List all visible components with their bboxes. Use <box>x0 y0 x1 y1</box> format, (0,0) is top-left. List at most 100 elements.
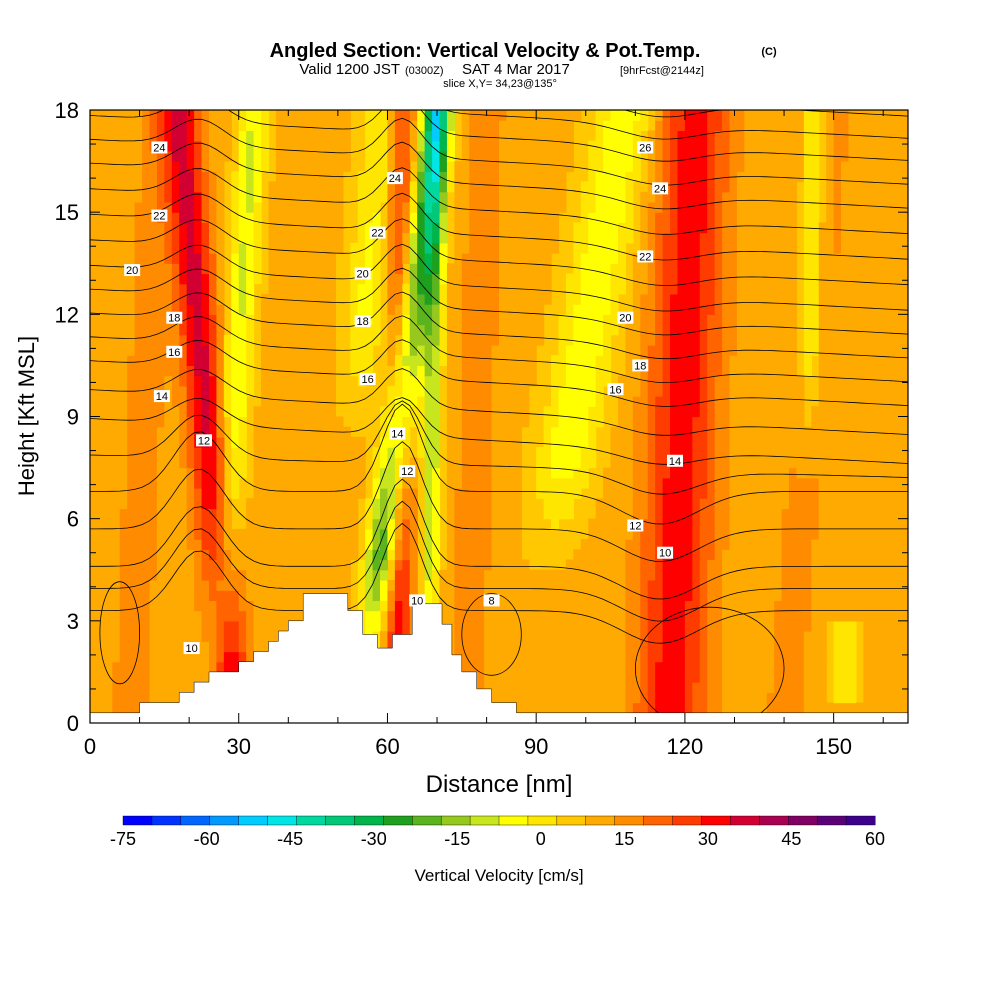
velocity-cell <box>357 559 366 571</box>
velocity-cell <box>595 590 604 601</box>
velocity-cell <box>536 140 545 152</box>
velocity-cell <box>729 600 738 612</box>
velocity-cell <box>357 457 366 469</box>
velocity-cell <box>372 498 381 510</box>
velocity-cell <box>439 590 448 601</box>
velocity-cell <box>253 253 262 264</box>
velocity-cell <box>372 324 381 336</box>
velocity-cell <box>119 314 128 326</box>
velocity-cell <box>491 579 500 591</box>
velocity-cell <box>454 477 463 489</box>
velocity-cell <box>491 610 500 622</box>
velocity-cell <box>595 600 604 612</box>
velocity-cell <box>283 283 292 295</box>
velocity-cell <box>461 406 470 418</box>
velocity-cell <box>454 539 463 550</box>
velocity-cell <box>97 569 106 581</box>
velocity-cell <box>662 201 671 213</box>
velocity-cell <box>759 641 768 653</box>
velocity-cell <box>104 324 113 336</box>
velocity-cell <box>127 293 136 305</box>
velocity-cell <box>722 620 731 632</box>
velocity-cell <box>409 242 418 254</box>
velocity-cell <box>112 518 121 530</box>
velocity-cell <box>744 641 753 653</box>
velocity-cell <box>134 130 143 142</box>
velocity-cell <box>208 212 218 223</box>
velocity-cell <box>380 569 389 581</box>
velocity-cell <box>298 171 307 183</box>
velocity-cell <box>335 161 344 172</box>
velocity-cell <box>365 508 374 520</box>
velocity-cell <box>729 201 738 213</box>
velocity-cell <box>134 467 143 479</box>
velocity-cell <box>246 242 255 254</box>
velocity-cell <box>610 488 619 499</box>
velocity-cell <box>647 559 656 571</box>
velocity-cell <box>208 181 218 193</box>
velocity-cell <box>722 263 731 275</box>
velocity-cell <box>394 191 403 203</box>
velocity-cell <box>699 140 708 152</box>
velocity-cell <box>565 110 574 121</box>
velocity-cell <box>335 508 344 520</box>
velocity-cell <box>588 344 597 356</box>
velocity-cell <box>491 641 500 653</box>
velocity-cell <box>164 232 173 244</box>
velocity-cell <box>729 671 738 683</box>
velocity-cell <box>692 304 701 315</box>
velocity-cell <box>238 344 247 356</box>
velocity-cell <box>231 171 240 183</box>
velocity-cell <box>231 344 240 356</box>
velocity-cell <box>736 518 745 530</box>
velocity-cell <box>238 375 247 387</box>
velocity-cell <box>97 671 106 683</box>
velocity-cell <box>112 610 121 622</box>
velocity-cell <box>759 477 768 489</box>
velocity-cell <box>275 477 284 489</box>
velocity-cell <box>454 600 463 612</box>
velocity-cell <box>327 355 336 367</box>
velocity-cell <box>313 416 322 428</box>
velocity-cell <box>134 406 143 418</box>
velocity-cell <box>744 579 753 591</box>
velocity-cell <box>759 304 768 315</box>
velocity-cell <box>350 365 359 377</box>
velocity-cell <box>194 314 203 326</box>
velocity-cell <box>194 631 203 642</box>
velocity-cell <box>350 324 359 336</box>
velocity-cell <box>751 447 760 458</box>
velocity-cell <box>305 140 314 152</box>
velocity-cell <box>573 406 582 418</box>
velocity-cell <box>216 436 225 448</box>
velocity-cell <box>536 222 545 234</box>
velocity-cell <box>97 110 106 121</box>
velocity-cell <box>476 620 485 632</box>
velocity-cell <box>766 579 775 591</box>
velocity-cell <box>238 263 247 275</box>
velocity-cell <box>424 447 433 458</box>
velocity-cell <box>268 253 277 264</box>
velocity-cell <box>149 416 158 428</box>
velocity-cell <box>365 344 374 356</box>
velocity-cell <box>573 488 582 499</box>
velocity-cell <box>439 161 448 172</box>
velocity-cell <box>573 253 582 264</box>
velocity-cell <box>670 661 679 673</box>
velocity-cell <box>513 304 522 315</box>
velocity-cell <box>454 436 463 448</box>
velocity-cell <box>335 457 344 469</box>
velocity-cell <box>469 457 478 469</box>
velocity-cell <box>194 579 203 591</box>
velocity-cell <box>759 671 768 683</box>
velocity-cell <box>127 324 136 336</box>
velocity-cell <box>573 590 582 601</box>
velocity-cell <box>565 385 574 397</box>
velocity-cell <box>677 416 686 428</box>
velocity-cell <box>142 273 151 285</box>
velocity-cell <box>662 222 671 234</box>
velocity-cell <box>127 539 136 550</box>
velocity-cell <box>736 140 745 152</box>
velocity-cell <box>127 150 136 162</box>
velocity-cell <box>149 110 158 121</box>
